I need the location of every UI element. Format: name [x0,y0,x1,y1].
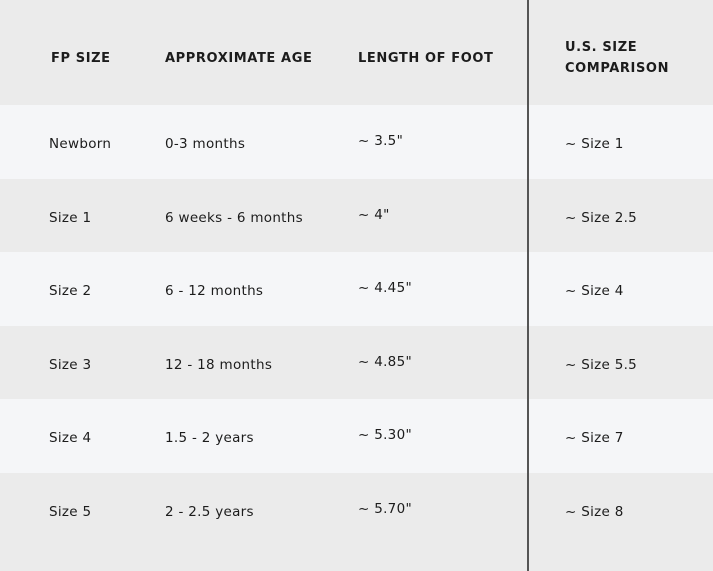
fp-size-cell: Size 3 [49,356,92,373]
us-size-cell: ~ Size 2.5 [565,209,638,226]
header-length-of-foot: LENGTH OF FOOT [358,51,494,66]
age-cell: 0-3 months [165,136,246,152]
header-approximate-age: APPROXIMATE AGE [165,51,313,66]
age-cell: 12 - 18 months [165,356,273,373]
header-comparison: COMPARISON [565,61,670,76]
foot-length-cell: ~ 4.85" [358,353,412,370]
us-size-cell: ~ Size 1 [565,136,624,152]
foot-length-cell: ~ 4" [358,206,390,223]
table-row: Size 5 2 - 2.5 years ~ 5.70" ~ Size 8 [0,472,713,546]
header-fp-size: FP SIZE [51,51,111,66]
foot-length-cell: ~ 5.70" [358,500,412,517]
fp-size-cell: Size 5 [49,503,92,520]
us-size-cell: ~ Size 5.5 [565,356,638,373]
fp-size-cell: Size 2 [49,283,92,299]
fp-size-cell: Size 4 [49,430,92,446]
age-cell: 6 - 12 months [165,283,264,299]
table-row: Size 3 12 - 18 months ~ 4.85" ~ Size 5.5 [0,325,713,399]
fp-size-cell: Newborn [49,136,112,152]
foot-length-cell: ~ 5.30" [358,427,412,443]
table-header: FP SIZE APPROXIMATE AGE LENGTH OF FOOT U… [0,0,713,105]
fp-size-cell: Size 1 [49,209,92,226]
age-cell: 2 - 2.5 years [165,503,254,520]
age-cell: 1.5 - 2 years [165,430,254,446]
table-row: Size 4 1.5 - 2 years ~ 5.30" ~ Size 7 [0,399,713,473]
column-divider [527,0,529,571]
table-row: Size 1 6 weeks - 6 months ~ 4" ~ Size 2.5 [0,178,713,252]
foot-length-cell: ~ 3.5" [358,133,404,149]
table-row: Size 2 6 - 12 months ~ 4.45" ~ Size 4 [0,252,713,326]
us-size-cell: ~ Size 7 [565,430,624,446]
header-us-size: U.S. SIZE [565,40,638,55]
age-cell: 6 weeks - 6 months [165,209,303,226]
foot-length-cell: ~ 4.45" [358,280,412,296]
us-size-cell: ~ Size 4 [565,283,624,299]
table-row: Newborn 0-3 months ~ 3.5" ~ Size 1 [0,105,713,179]
us-size-cell: ~ Size 8 [565,503,624,520]
